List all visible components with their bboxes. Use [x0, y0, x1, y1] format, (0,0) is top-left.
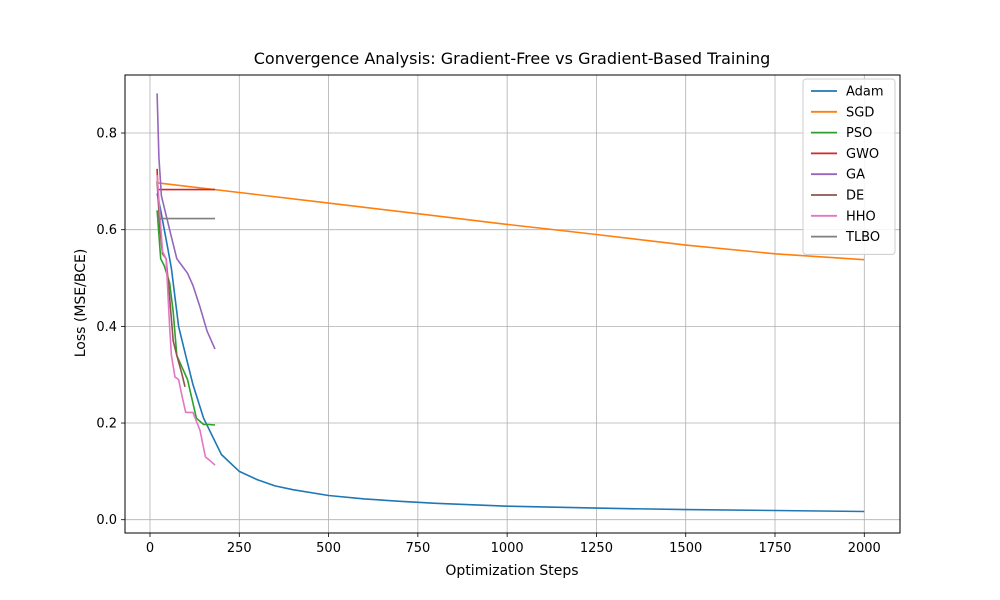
x-tick-label: 500	[316, 541, 341, 556]
x-tick-label: 1000	[491, 541, 524, 556]
x-tick-label: 2000	[848, 541, 881, 556]
x-axis-title: Optimization Steps	[445, 563, 578, 579]
legend-label-de: DE	[846, 189, 864, 204]
y-tick-label: 0.0	[96, 513, 117, 528]
ticks-layer: 0 250 500 750 1000 1250 1500 1750 2000 0.0 0.2 0.4 0…	[96, 127, 881, 556]
y-axis-title: Loss (MSE/BCE)	[73, 249, 89, 358]
series-line-adam	[156, 193, 865, 513]
x-tick-label: 0	[146, 541, 154, 556]
x-tick-label: 1750	[758, 541, 791, 556]
legend: Adam SGD PSO GWO GA DE HHO TLBO	[802, 78, 896, 255]
plot-frame	[124, 74, 901, 534]
y-tick-label: 0.2	[96, 417, 117, 432]
legend-box	[802, 78, 896, 255]
legend-label-pso: PSO	[846, 126, 872, 141]
legend-label-tlbo: TLBO	[845, 230, 880, 245]
y-tick-label: 0.4	[96, 320, 117, 335]
legend-label-hho: HHO	[846, 209, 876, 224]
legend-label-gwo: GWO	[846, 147, 879, 162]
y-tick-label: 0.8	[96, 127, 117, 142]
x-tick-label: 1250	[580, 541, 613, 556]
series-line-ga	[156, 93, 216, 350]
legend-label-ga: GA	[846, 168, 865, 183]
series-line-sgd	[157, 182, 865, 261]
series-line-hho	[156, 175, 216, 466]
grid-layer	[125, 75, 900, 533]
legend-label-adam: Adam	[846, 85, 884, 100]
series-line-pso	[156, 210, 216, 426]
x-tick-label: 250	[227, 541, 252, 556]
chart-title: Convergence Analysis: Gradient-Free vs G…	[254, 49, 771, 68]
y-tick-label: 0.6	[96, 223, 117, 238]
x-tick-label: 750	[405, 541, 430, 556]
x-tick-label: 1500	[669, 541, 702, 556]
series-layer	[156, 93, 865, 513]
legend-label-sgd: SGD	[846, 105, 874, 120]
